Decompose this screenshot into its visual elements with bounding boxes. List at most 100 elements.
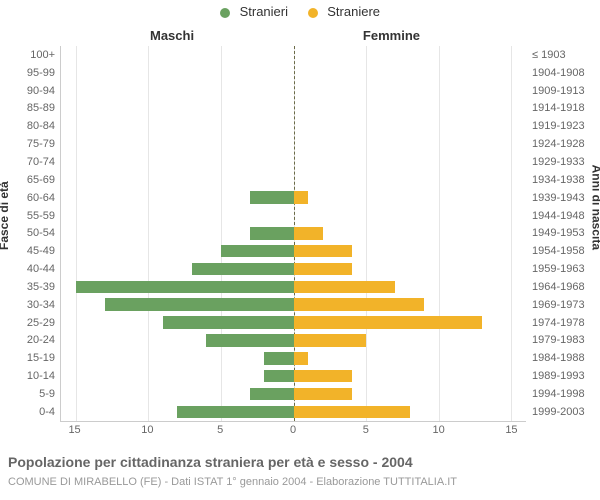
bar-female xyxy=(294,298,425,310)
bar-male xyxy=(264,370,293,382)
age-label: 35-39 xyxy=(27,281,61,293)
x-tick: 15 xyxy=(68,424,80,436)
bar-female xyxy=(294,334,367,346)
age-row: 30-341969-1973 xyxy=(61,296,526,314)
age-label: 25-29 xyxy=(27,317,61,329)
age-label: 70-74 xyxy=(27,156,61,168)
age-label: 95-99 xyxy=(27,67,61,79)
age-label: 75-79 xyxy=(27,138,61,150)
x-tick: 5 xyxy=(363,424,369,436)
year-label: 1979-1983 xyxy=(526,334,585,346)
bar-area xyxy=(61,171,526,189)
x-tick: 5 xyxy=(217,424,223,436)
bar-area xyxy=(61,385,526,403)
bar-male xyxy=(192,263,294,275)
year-label: 1989-1993 xyxy=(526,370,585,382)
bar-male xyxy=(250,227,294,239)
year-label: 1904-1908 xyxy=(526,67,585,79)
year-label: 1949-1953 xyxy=(526,227,585,239)
yaxis-right-title: Anni di nascita xyxy=(589,165,600,250)
age-row: 10-141989-1993 xyxy=(61,367,526,385)
bar-area xyxy=(61,189,526,207)
year-label: 1974-1978 xyxy=(526,317,585,329)
bar-area xyxy=(61,242,526,260)
year-label: 1964-1968 xyxy=(526,281,585,293)
bar-male xyxy=(105,298,294,310)
bar-area xyxy=(61,207,526,225)
section-header-female: Femmine xyxy=(363,28,420,43)
bar-male xyxy=(250,388,294,400)
chart-subtitle: COMUNE DI MIRABELLO (FE) - Dati ISTAT 1°… xyxy=(8,476,457,488)
age-row: 35-391964-1968 xyxy=(61,278,526,296)
age-row: 20-241979-1983 xyxy=(61,332,526,350)
bar-area xyxy=(61,260,526,278)
year-label: 1914-1918 xyxy=(526,102,585,114)
age-label: 85-89 xyxy=(27,102,61,114)
year-label: 1959-1963 xyxy=(526,263,585,275)
legend-dot-male xyxy=(220,8,230,18)
bar-area xyxy=(61,64,526,82)
legend: Stranieri Straniere xyxy=(0,4,600,19)
age-label: 10-14 xyxy=(27,370,61,382)
bar-area xyxy=(61,296,526,314)
bar-female xyxy=(294,316,483,328)
year-label: 1984-1988 xyxy=(526,352,585,364)
yaxis-left-title: Fasce di età xyxy=(0,181,11,250)
chart-title: Popolazione per cittadinanza straniera p… xyxy=(8,454,413,470)
bar-female xyxy=(294,191,309,203)
age-label: 0-4 xyxy=(39,406,61,418)
age-row: 95-991904-1908 xyxy=(61,64,526,82)
legend-dot-female xyxy=(308,8,318,18)
section-header-male: Maschi xyxy=(150,28,194,43)
bar-area xyxy=(61,367,526,385)
age-label: 80-84 xyxy=(27,120,61,132)
age-row: 55-591944-1948 xyxy=(61,207,526,225)
legend-label-female: Straniere xyxy=(327,4,380,19)
year-label: 1919-1923 xyxy=(526,120,585,132)
bar-female xyxy=(294,406,410,418)
age-row: 100+≤ 1903 xyxy=(61,46,526,64)
legend-item-female: Straniere xyxy=(308,4,380,19)
year-label: 1999-2003 xyxy=(526,406,585,418)
bar-male xyxy=(163,316,294,328)
age-label: 5-9 xyxy=(39,388,61,400)
bar-female xyxy=(294,227,323,239)
age-label: 20-24 xyxy=(27,334,61,346)
bar-male xyxy=(177,406,293,418)
population-pyramid-chart: Stranieri Straniere Maschi Femmine Fasce… xyxy=(0,0,600,500)
bar-area xyxy=(61,403,526,421)
age-label: 55-59 xyxy=(27,210,61,222)
bar-area xyxy=(61,314,526,332)
age-row: 50-541949-1953 xyxy=(61,224,526,242)
age-row: 25-291974-1978 xyxy=(61,314,526,332)
year-label: 1909-1913 xyxy=(526,85,585,97)
age-row: 60-641939-1943 xyxy=(61,189,526,207)
year-label: 1954-1958 xyxy=(526,245,585,257)
x-tick: 15 xyxy=(505,424,517,436)
year-label: 1944-1948 xyxy=(526,210,585,222)
year-label: 1969-1973 xyxy=(526,299,585,311)
age-row: 65-691934-1938 xyxy=(61,171,526,189)
bar-female xyxy=(294,388,352,400)
bar-area xyxy=(61,82,526,100)
year-label: ≤ 1903 xyxy=(526,49,566,61)
age-row: 40-441959-1963 xyxy=(61,260,526,278)
age-row: 15-191984-1988 xyxy=(61,349,526,367)
year-label: 1994-1998 xyxy=(526,388,585,400)
age-label: 60-64 xyxy=(27,192,61,204)
year-label: 1929-1933 xyxy=(526,156,585,168)
age-row: 45-491954-1958 xyxy=(61,242,526,260)
age-row: 85-891914-1918 xyxy=(61,100,526,118)
age-label: 15-19 xyxy=(27,352,61,364)
bar-area xyxy=(61,224,526,242)
year-label: 1934-1938 xyxy=(526,174,585,186)
bar-male xyxy=(264,352,293,364)
age-label: 50-54 xyxy=(27,227,61,239)
bar-area xyxy=(61,349,526,367)
plot-area: 100+≤ 190395-991904-190890-941909-191385… xyxy=(60,46,526,422)
age-row: 80-841919-1923 xyxy=(61,117,526,135)
bar-male xyxy=(250,191,294,203)
bar-male xyxy=(221,245,294,257)
bar-male xyxy=(76,281,294,293)
age-row: 70-741929-1933 xyxy=(61,153,526,171)
